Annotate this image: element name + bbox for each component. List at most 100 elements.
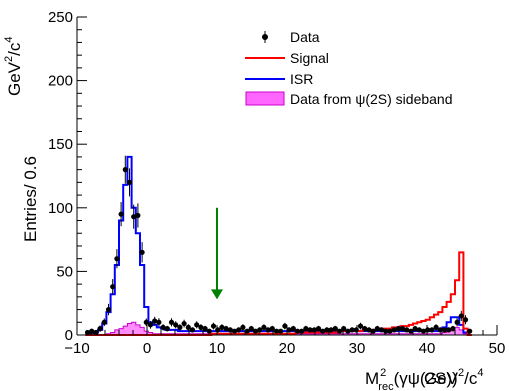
cut-arrow bbox=[211, 207, 223, 300]
data-marker bbox=[412, 326, 418, 332]
data-point bbox=[391, 327, 397, 333]
isr-line bbox=[85, 155, 472, 336]
data-point bbox=[290, 325, 296, 332]
data-marker bbox=[391, 327, 397, 333]
data-marker bbox=[328, 327, 334, 333]
data-point bbox=[425, 327, 431, 333]
data-marker bbox=[286, 327, 292, 333]
data-marker bbox=[437, 327, 443, 333]
data-point bbox=[303, 325, 309, 332]
data-marker bbox=[265, 327, 271, 333]
data-marker bbox=[332, 326, 338, 332]
data-point bbox=[177, 324, 183, 331]
y-tick-label: 50 bbox=[56, 263, 73, 280]
data-point bbox=[194, 321, 200, 329]
data-marker bbox=[349, 327, 355, 333]
data-point bbox=[387, 328, 393, 334]
data-point bbox=[420, 328, 427, 334]
data-point bbox=[215, 327, 221, 333]
data-marker bbox=[324, 327, 330, 333]
data-point bbox=[248, 325, 254, 332]
data-marker bbox=[223, 326, 229, 332]
data-marker bbox=[122, 167, 128, 173]
data-point bbox=[441, 327, 448, 333]
x-tick-labels: −10 0 10 20 30 40 50 bbox=[64, 340, 505, 357]
legend-sideband-swatch bbox=[245, 91, 285, 106]
legend-label-data: Data bbox=[290, 29, 320, 45]
data-marker bbox=[345, 328, 351, 334]
data-point bbox=[353, 327, 359, 333]
data-point bbox=[219, 324, 225, 331]
data-marker bbox=[93, 329, 99, 336]
data-marker bbox=[164, 326, 170, 332]
data-marker bbox=[114, 256, 120, 262]
data-point bbox=[93, 329, 99, 336]
data-point bbox=[147, 321, 154, 329]
data-marker bbox=[206, 328, 212, 334]
data-point bbox=[416, 327, 422, 333]
data-point bbox=[185, 324, 191, 331]
data-marker bbox=[336, 328, 343, 334]
data-point bbox=[336, 328, 343, 334]
data-marker bbox=[307, 327, 313, 333]
data-point bbox=[126, 168, 133, 197]
data-point bbox=[404, 327, 410, 333]
data-marker bbox=[441, 327, 448, 333]
data-marker bbox=[366, 327, 372, 333]
data-marker bbox=[357, 323, 364, 329]
data-marker bbox=[168, 319, 175, 325]
data-point bbox=[168, 318, 175, 327]
data-marker bbox=[446, 327, 452, 333]
data-point bbox=[311, 327, 317, 333]
data-marker bbox=[194, 322, 200, 328]
data-point bbox=[131, 204, 137, 229]
legend-data-marker bbox=[262, 34, 268, 40]
data-point bbox=[114, 249, 120, 269]
data-point bbox=[299, 328, 305, 334]
data-point bbox=[307, 327, 313, 333]
data-marker bbox=[278, 328, 284, 334]
data-marker bbox=[210, 323, 217, 329]
data-point bbox=[450, 325, 456, 332]
data-marker bbox=[219, 324, 225, 330]
data-marker bbox=[433, 324, 439, 330]
data-point bbox=[231, 328, 238, 334]
data-marker bbox=[248, 326, 254, 332]
data-marker bbox=[101, 319, 107, 325]
data-marker bbox=[387, 328, 393, 334]
data-point bbox=[143, 318, 149, 327]
data-point bbox=[273, 328, 280, 334]
data-point bbox=[261, 324, 267, 331]
data-point bbox=[370, 328, 376, 334]
x-tick-label: 40 bbox=[419, 340, 436, 357]
data-marker bbox=[152, 318, 158, 324]
data-marker bbox=[252, 328, 259, 334]
data-marker bbox=[126, 179, 133, 185]
data-marker bbox=[135, 212, 141, 219]
data-marker bbox=[454, 319, 460, 325]
data-marker bbox=[378, 327, 385, 333]
data-marker bbox=[282, 323, 288, 329]
data-point bbox=[139, 242, 145, 263]
data-marker bbox=[404, 327, 410, 333]
x-tick-label: 30 bbox=[349, 340, 366, 357]
data-point bbox=[366, 327, 372, 333]
y-tick-labels: 0 50 100 150 200 250 bbox=[48, 9, 73, 344]
x-tick-label: −10 bbox=[64, 340, 89, 357]
data-point bbox=[349, 327, 355, 333]
x-tick-label: 10 bbox=[209, 340, 226, 357]
data-point bbox=[189, 327, 196, 333]
data-point bbox=[357, 322, 364, 330]
data-point bbox=[278, 328, 284, 334]
data-point bbox=[429, 327, 435, 333]
data-point bbox=[374, 325, 380, 332]
legend-entry-signal: Signal bbox=[245, 50, 329, 66]
data-point bbox=[315, 325, 322, 332]
data-marker bbox=[290, 326, 296, 332]
data-point bbox=[412, 325, 418, 332]
data-marker bbox=[236, 327, 242, 333]
data-marker bbox=[399, 326, 406, 332]
data-point bbox=[252, 328, 259, 334]
data-point bbox=[294, 328, 301, 334]
data-marker bbox=[231, 328, 238, 334]
